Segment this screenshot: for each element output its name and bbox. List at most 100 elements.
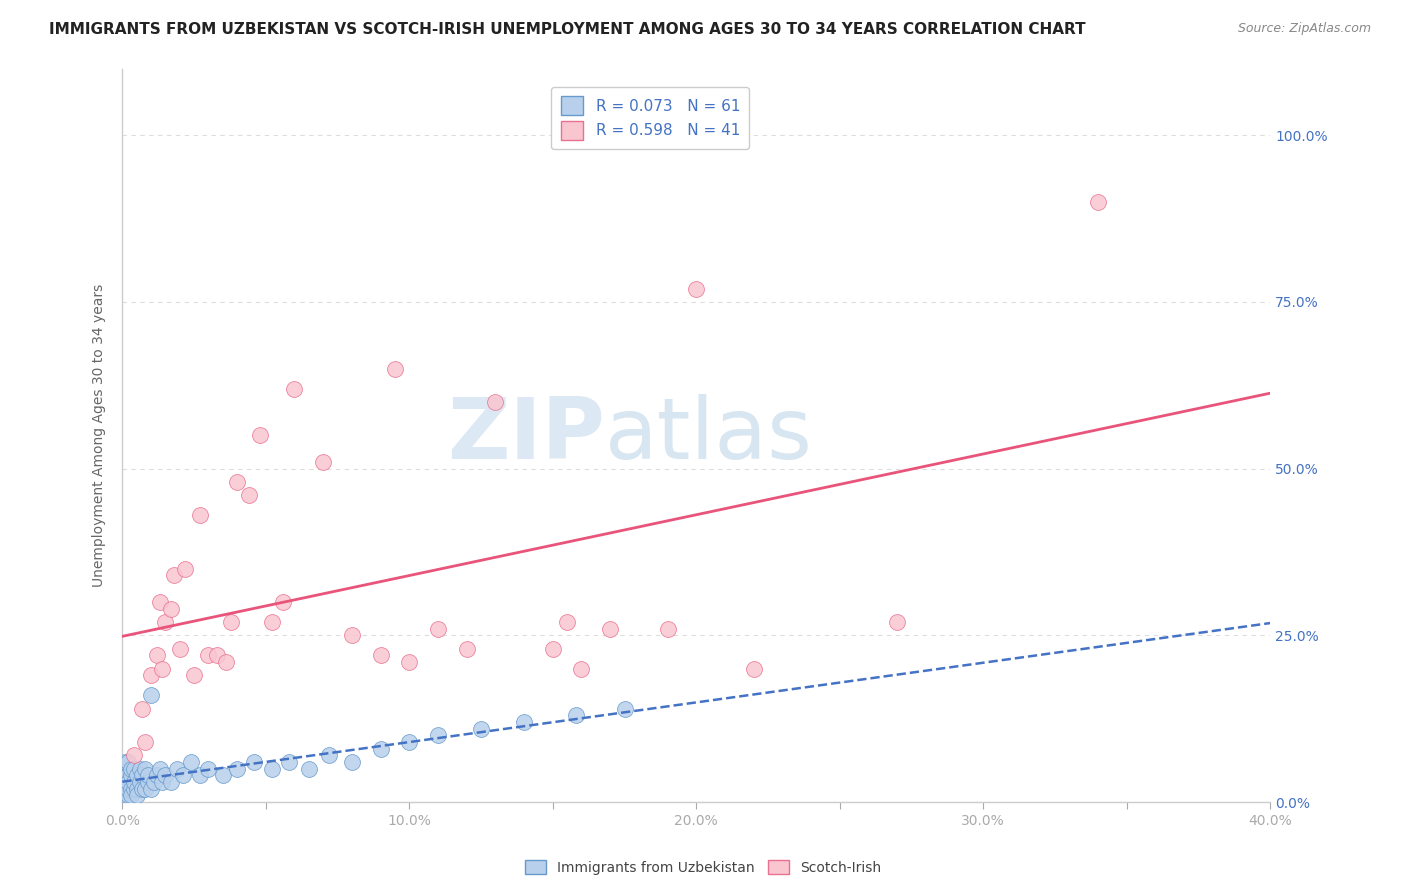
Point xyxy=(180,755,202,769)
Y-axis label: Unemployment Among Ages 30 to 34 years: Unemployment Among Ages 30 to 34 years xyxy=(93,284,107,587)
Point xyxy=(114,762,136,776)
Point xyxy=(370,648,392,663)
Point xyxy=(117,755,139,769)
Point xyxy=(226,762,249,776)
Point xyxy=(484,395,506,409)
Point xyxy=(131,781,153,796)
Point xyxy=(117,768,139,782)
Point xyxy=(312,455,335,469)
Point xyxy=(128,775,150,789)
Point xyxy=(599,622,621,636)
Point xyxy=(555,615,578,629)
Point xyxy=(117,775,139,789)
Point xyxy=(145,768,167,782)
Point xyxy=(197,762,219,776)
Point xyxy=(243,755,266,769)
Point xyxy=(120,768,142,782)
Point xyxy=(513,715,536,730)
Point xyxy=(152,662,174,676)
Point xyxy=(117,775,139,789)
Point xyxy=(131,768,153,782)
Point xyxy=(340,755,363,769)
Point xyxy=(470,722,492,736)
Point xyxy=(152,775,174,789)
Point xyxy=(139,689,162,703)
Point xyxy=(114,768,136,782)
Point xyxy=(114,781,136,796)
Point xyxy=(174,562,197,576)
Point xyxy=(211,768,233,782)
Point xyxy=(260,615,283,629)
Point xyxy=(226,475,249,489)
Point xyxy=(149,762,172,776)
Point xyxy=(221,615,243,629)
Point xyxy=(122,781,145,796)
Point xyxy=(613,702,636,716)
Point xyxy=(318,748,340,763)
Point xyxy=(111,781,134,796)
Point xyxy=(571,662,593,676)
Point xyxy=(163,568,186,582)
Point xyxy=(657,622,679,636)
Point xyxy=(149,595,172,609)
Point xyxy=(427,622,450,636)
Legend: Immigrants from Uzbekistan, Scotch-Irish: Immigrants from Uzbekistan, Scotch-Irish xyxy=(519,855,887,880)
Point xyxy=(188,768,211,782)
Point xyxy=(134,735,156,749)
Point xyxy=(114,789,136,803)
Text: IMMIGRANTS FROM UZBEKISTAN VS SCOTCH-IRISH UNEMPLOYMENT AMONG AGES 30 TO 34 YEAR: IMMIGRANTS FROM UZBEKISTAN VS SCOTCH-IRI… xyxy=(49,22,1085,37)
Point xyxy=(742,662,765,676)
Point xyxy=(298,762,321,776)
Point xyxy=(340,628,363,642)
Point xyxy=(197,648,219,663)
Point xyxy=(541,641,564,656)
Point xyxy=(277,755,299,769)
Point xyxy=(128,762,150,776)
Point xyxy=(260,762,283,776)
Point xyxy=(120,762,142,776)
Point xyxy=(120,781,142,796)
Point xyxy=(117,781,139,796)
Point xyxy=(160,601,183,615)
Point xyxy=(398,655,420,669)
Text: ZIP: ZIP xyxy=(447,394,605,477)
Point xyxy=(166,762,188,776)
Point xyxy=(122,775,145,789)
Point xyxy=(238,488,260,502)
Point xyxy=(685,282,707,296)
Point xyxy=(188,508,211,523)
Point xyxy=(136,768,159,782)
Point xyxy=(886,615,908,629)
Point xyxy=(114,789,136,803)
Point xyxy=(564,708,586,723)
Point xyxy=(136,775,159,789)
Point xyxy=(205,648,228,663)
Point xyxy=(398,735,420,749)
Point xyxy=(183,668,205,682)
Point xyxy=(172,768,194,782)
Point xyxy=(370,741,392,756)
Text: Source: ZipAtlas.com: Source: ZipAtlas.com xyxy=(1237,22,1371,36)
Point xyxy=(117,789,139,803)
Point xyxy=(139,668,162,682)
Point xyxy=(134,762,156,776)
Point xyxy=(283,382,305,396)
Point xyxy=(142,775,165,789)
Point xyxy=(169,641,191,656)
Point xyxy=(271,595,294,609)
Point xyxy=(145,648,167,663)
Point xyxy=(134,781,156,796)
Point xyxy=(125,768,148,782)
Point xyxy=(214,655,236,669)
Point xyxy=(114,781,136,796)
Point xyxy=(155,768,177,782)
Point xyxy=(122,748,145,763)
Point xyxy=(131,702,153,716)
Point xyxy=(125,789,148,803)
Point xyxy=(114,755,136,769)
Point xyxy=(120,789,142,803)
Text: atlas: atlas xyxy=(605,394,813,477)
Legend: R = 0.073   N = 61, R = 0.598   N = 41: R = 0.073 N = 61, R = 0.598 N = 41 xyxy=(551,87,749,149)
Point xyxy=(155,615,177,629)
Point xyxy=(160,775,183,789)
